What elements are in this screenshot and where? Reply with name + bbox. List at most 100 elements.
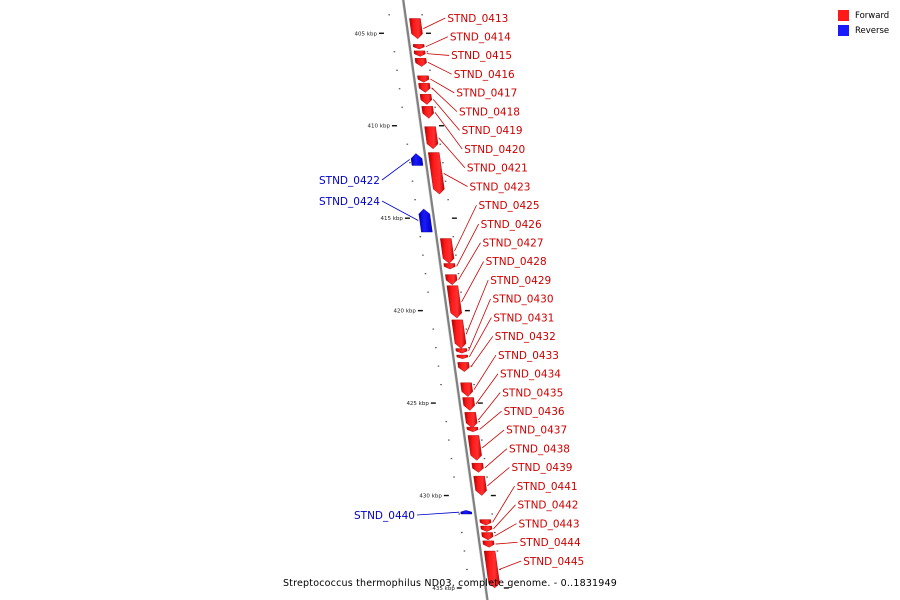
gene-label[interactable]: STND_0442 bbox=[518, 500, 579, 512]
minor-tick bbox=[486, 476, 488, 478]
gene-stnd-0443[interactable] bbox=[481, 532, 494, 541]
minor-tick bbox=[461, 531, 463, 534]
gene-label[interactable]: STND_0427 bbox=[483, 237, 544, 249]
tick-label: 420 kbp bbox=[393, 309, 416, 315]
gene-stnd-0439[interactable] bbox=[473, 475, 487, 496]
minor-tick bbox=[442, 162, 444, 164]
minor-tick bbox=[458, 513, 461, 515]
gene-stnd-0415[interactable] bbox=[413, 50, 426, 57]
gene-label[interactable]: STND_0436 bbox=[504, 406, 565, 418]
gene-stnd-0438[interactable] bbox=[471, 462, 484, 473]
gene-label[interactable]: STND_0421 bbox=[467, 163, 528, 175]
gene-stnd-0420[interactable] bbox=[421, 106, 434, 119]
gene-stnd-0414[interactable] bbox=[412, 44, 425, 50]
gene-stnd-0430[interactable] bbox=[455, 348, 468, 354]
gene-stnd-0429[interactable] bbox=[451, 319, 467, 349]
gene-stnd-0433[interactable] bbox=[460, 382, 473, 397]
gene-label[interactable]: STND_0416 bbox=[454, 69, 515, 81]
gene-label[interactable]: STND_0415 bbox=[451, 50, 512, 62]
gene-label[interactable]: STND_0434 bbox=[500, 369, 561, 381]
gene-label[interactable]: STND_0418 bbox=[459, 106, 520, 118]
gene-label[interactable]: STND_0432 bbox=[495, 331, 556, 343]
gene-label[interactable]: STND_0430 bbox=[493, 294, 554, 306]
gene-label-leader bbox=[427, 62, 452, 75]
gene-stnd-0418[interactable] bbox=[418, 82, 431, 93]
gene-label[interactable]: STND_0426 bbox=[481, 219, 542, 231]
gene-stnd-0421[interactable] bbox=[424, 126, 439, 150]
gene-label[interactable]: STND_0433 bbox=[498, 350, 559, 362]
gene-label-leader bbox=[494, 523, 517, 537]
gene-label-leader bbox=[456, 223, 480, 267]
gene-label-leader bbox=[487, 467, 510, 487]
minor-tick bbox=[481, 439, 483, 441]
minor-tick bbox=[419, 236, 422, 238]
minor-tick bbox=[447, 199, 449, 201]
minor-tick bbox=[452, 236, 455, 238]
gene-label[interactable]: STND_0444 bbox=[520, 537, 581, 549]
gene-stnd-0413[interactable] bbox=[409, 18, 423, 40]
gene-stnd-0442[interactable] bbox=[480, 525, 493, 532]
gene-stnd-0444[interactable] bbox=[482, 540, 495, 548]
gene-stnd-0424[interactable] bbox=[418, 208, 433, 233]
gene-label[interactable]: STND_0437 bbox=[506, 425, 567, 437]
gene-stnd-0434[interactable] bbox=[462, 397, 475, 411]
gene-label-leader bbox=[499, 560, 522, 570]
gene-stnd-0436[interactable] bbox=[466, 426, 479, 432]
gene-stnd-0416[interactable] bbox=[414, 58, 427, 67]
gene-label[interactable]: STND_0420 bbox=[464, 144, 525, 156]
gene-stnd-0422[interactable] bbox=[410, 153, 424, 166]
minor-tick bbox=[460, 291, 462, 293]
minor-tick bbox=[455, 254, 457, 256]
minor-tick bbox=[437, 365, 440, 367]
gene-label[interactable]: STND_0414 bbox=[450, 32, 511, 44]
gene-label[interactable]: STND_0440 bbox=[354, 510, 415, 522]
gene-label[interactable]: STND_0443 bbox=[519, 518, 580, 530]
gene-stnd-0435[interactable] bbox=[464, 412, 478, 429]
gene-label[interactable]: STND_0422 bbox=[319, 175, 380, 187]
minor-tick bbox=[440, 383, 442, 386]
gene-stnd-0426[interactable] bbox=[443, 263, 456, 270]
gene-stnd-0417[interactable] bbox=[417, 75, 430, 83]
gene-label-leader bbox=[475, 373, 499, 405]
gene-label[interactable]: STND_0429 bbox=[490, 275, 551, 287]
gene-stnd-0428[interactable] bbox=[446, 285, 462, 319]
legend-swatch bbox=[838, 25, 849, 36]
gene-stnd-0437[interactable] bbox=[467, 435, 482, 461]
gene-stnd-0441[interactable] bbox=[479, 519, 492, 526]
minor-tick bbox=[426, 51, 429, 53]
gene-label[interactable]: STND_0431 bbox=[493, 312, 554, 324]
minor-tick bbox=[429, 69, 431, 71]
gene-stnd-0445[interactable] bbox=[483, 550, 500, 589]
gene-label[interactable]: STND_0413 bbox=[447, 13, 508, 25]
minor-tick bbox=[444, 180, 447, 182]
gene-label[interactable]: STND_0435 bbox=[502, 387, 563, 399]
gene-label-leader bbox=[458, 242, 481, 280]
gene-label[interactable]: STND_0438 bbox=[509, 443, 570, 455]
gene-label[interactable]: STND_0425 bbox=[479, 200, 540, 212]
gene-label-leader bbox=[477, 392, 501, 421]
minor-tick bbox=[435, 347, 437, 349]
gene-stnd-0427[interactable] bbox=[445, 274, 458, 286]
gene-label[interactable]: STND_0445 bbox=[523, 556, 584, 568]
gene-label[interactable]: STND_0441 bbox=[517, 481, 578, 493]
gene-stnd-0423[interactable] bbox=[427, 152, 445, 195]
gene-label[interactable]: STND_0439 bbox=[511, 462, 572, 474]
gene-label[interactable]: STND_0419 bbox=[462, 125, 523, 137]
gene-stnd-0431[interactable] bbox=[456, 354, 469, 359]
gene-label-leader bbox=[492, 485, 515, 523]
minor-tick bbox=[421, 14, 423, 16]
minor-tick bbox=[422, 254, 424, 256]
gene-stnd-0419[interactable] bbox=[419, 94, 433, 105]
gene-stnd-0432[interactable] bbox=[457, 362, 470, 372]
gene-label-leader bbox=[423, 17, 446, 30]
gene-label[interactable]: STND_0428 bbox=[486, 256, 547, 268]
gene-stnd-0440[interactable] bbox=[460, 510, 473, 515]
genome-axis bbox=[402, 0, 489, 600]
tick-label: 415 kbp bbox=[380, 216, 403, 222]
gene-label-leader bbox=[481, 429, 505, 449]
tick-label: 430 kbp bbox=[419, 494, 442, 500]
gene-stnd-0425[interactable] bbox=[440, 238, 455, 264]
gene-label[interactable]: STND_0424 bbox=[319, 196, 380, 208]
gene-label[interactable]: STND_0423 bbox=[469, 181, 530, 193]
gene-label[interactable]: STND_0417 bbox=[456, 88, 517, 100]
